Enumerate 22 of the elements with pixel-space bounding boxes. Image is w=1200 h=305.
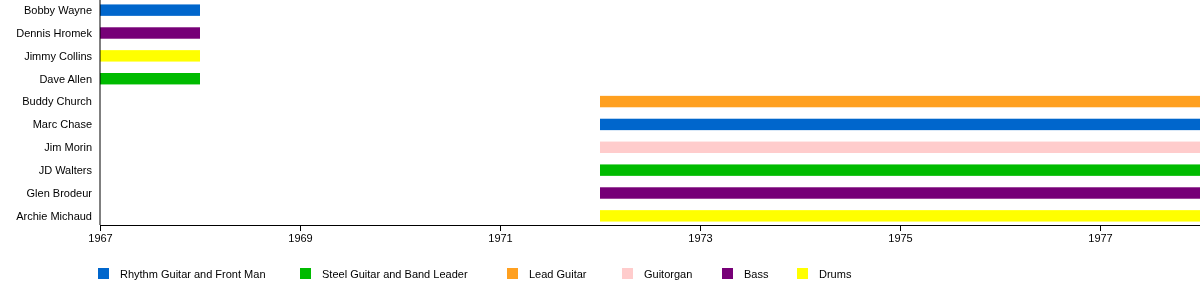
x-tick-label: 1975 <box>888 231 913 244</box>
legend-label: Bass <box>744 267 769 280</box>
x-tick-label: 1971 <box>488 231 513 244</box>
x-tick-label: 1967 <box>88 231 113 244</box>
legend-label: Rhythm Guitar and Front Man <box>120 267 266 280</box>
legend-label: Lead Guitar <box>529 267 587 280</box>
y-tick-label: Glen Brodeur <box>26 186 93 199</box>
y-tick-label: Archie Michaud <box>16 209 92 222</box>
y-tick-label: Buddy Church <box>22 95 92 108</box>
y-tick-label: Dave Allen <box>39 72 92 85</box>
x-tick-label: 1977 <box>1088 231 1113 244</box>
x-tick-label: 1969 <box>288 231 313 244</box>
x-tick-label: 1973 <box>688 231 713 244</box>
y-tick-label: Jimmy Collins <box>24 49 93 62</box>
y-tick-label: Jim Morin <box>44 141 92 154</box>
legend-label: Steel Guitar and Band Leader <box>322 267 468 280</box>
legend-label: Drums <box>819 267 852 280</box>
y-tick-label: Marc Chase <box>32 118 92 131</box>
y-tick-label: Bobby Wayne <box>23 3 92 16</box>
y-tick-label: Dennis Hromek <box>16 26 93 39</box>
legend-label: Guitorgan <box>644 267 693 280</box>
y-tick-label: JD Walters <box>38 163 93 176</box>
